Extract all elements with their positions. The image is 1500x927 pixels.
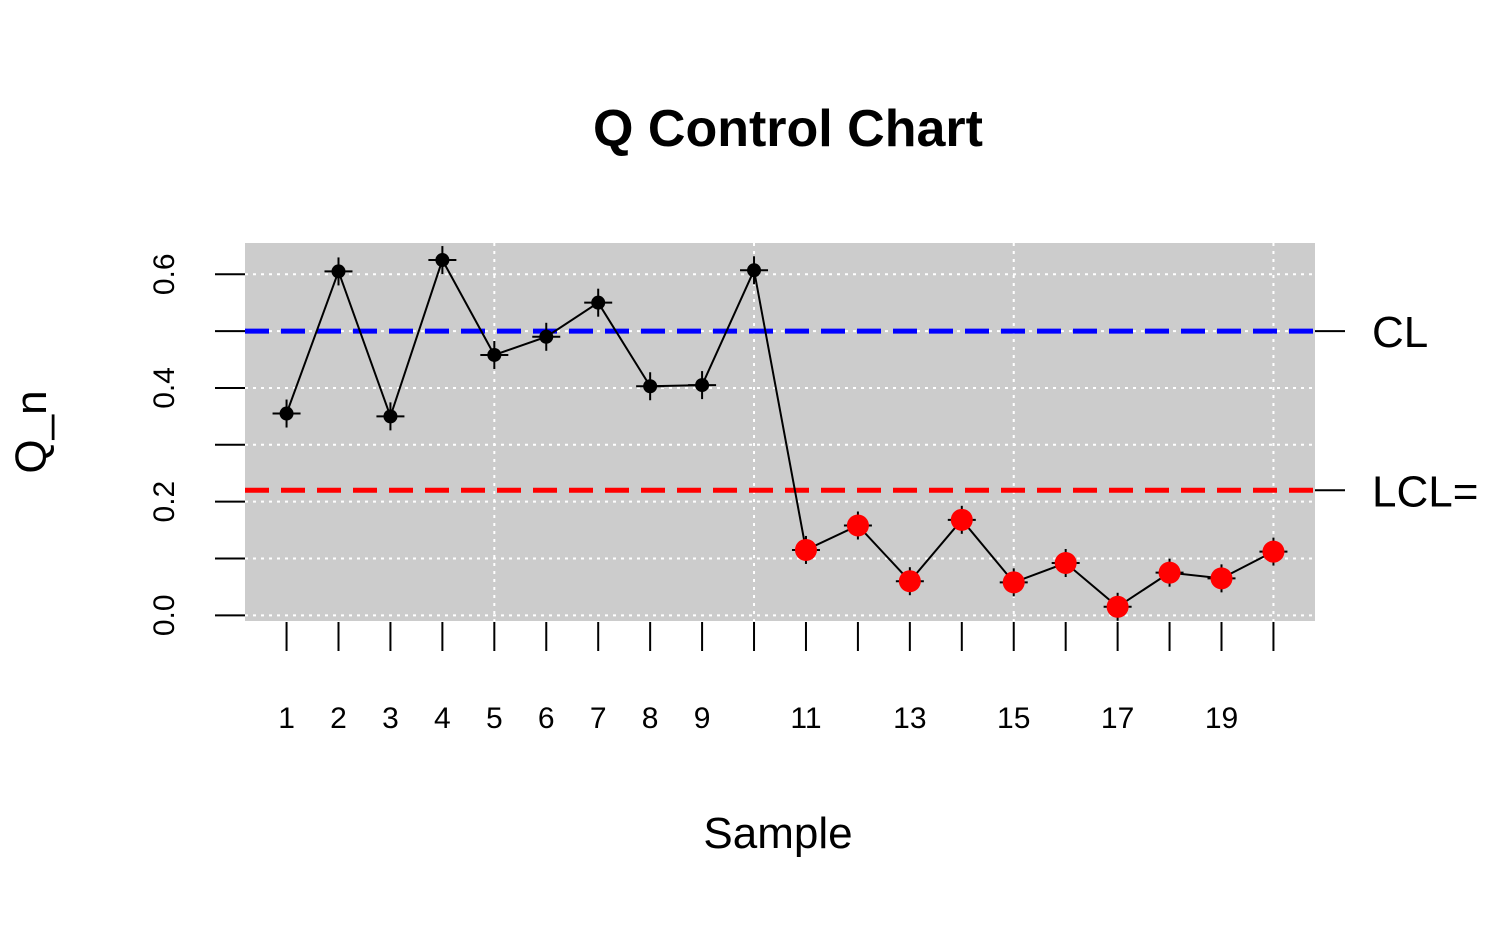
point-marker [1002,571,1025,594]
point-marker [1106,595,1129,618]
x-tick-label: 17 [1101,702,1134,735]
x-tick-label: 9 [694,702,711,735]
point-marker [643,379,658,394]
lower-limit-label: LCL= [1372,467,1478,516]
data-point-out-of-control [791,535,820,564]
x-axis-label: Sample [703,809,852,858]
y-tick-label: 0.0 [148,594,181,636]
point-marker [747,263,762,278]
x-tick-label: 19 [1205,702,1238,735]
data-point-out-of-control [843,511,872,540]
data-point-out-of-control [1155,558,1184,587]
data-point-out-of-control [1207,564,1236,593]
y-tick-label: 0.6 [148,253,181,295]
data-point [740,256,769,285]
point-marker [898,570,921,593]
y-tick-label: 0.2 [148,481,181,523]
data-point [428,246,457,275]
point-marker [435,253,450,268]
series-line [285,257,1274,609]
point-marker [846,514,869,537]
y-tick-label: 0.4 [148,367,181,409]
data-point-out-of-control [1051,549,1080,578]
point-marker [695,378,710,393]
data-point [480,340,509,369]
x-tick-label: 13 [893,702,926,735]
point-marker [794,538,817,561]
point-marker [591,295,606,310]
data-point [376,402,405,431]
x-tick-label: 2 [330,702,347,735]
data-point-out-of-control [947,505,976,534]
x-tick-label: 11 [790,702,821,735]
x-tick-label: 8 [642,702,659,735]
point-marker [1054,552,1077,575]
plot-area: CL LCL= 0.0 0.2 0.4 0.6 1 2 3 4 5 6 7 8 9 11 13 15 17 19 [148,243,1478,735]
point-marker [279,406,294,421]
point-marker [383,409,398,424]
x-tick-label: 3 [382,702,399,735]
data-point [636,372,665,401]
center-line-label: CL [1372,308,1428,357]
data-point [688,371,717,400]
x-tick-label: 1 [278,702,295,735]
data-point-out-of-control [1103,592,1132,621]
point-marker [487,347,502,362]
y-axis-label: Q_n [7,390,56,473]
point-marker [1210,567,1233,590]
data-point [324,257,353,286]
x-tick-label: 5 [486,702,503,735]
data-point-out-of-control [895,567,924,596]
point-marker [1262,540,1285,563]
x-tick-label: 15 [997,702,1030,735]
plot-panel [245,243,1315,621]
point-marker [1158,561,1181,584]
point-marker [331,264,346,279]
data-point [272,399,301,428]
data-point [532,322,561,351]
x-tick-label: 7 [590,702,607,735]
data-point-out-of-control [999,568,1028,597]
x-tick-label: 4 [434,702,451,735]
chart-title: Q Control Chart [593,100,983,158]
data-point-out-of-control [1259,537,1288,566]
data-point [584,288,613,317]
x-tick-label: 6 [538,702,555,735]
point-marker [539,329,554,344]
point-marker [950,508,973,531]
